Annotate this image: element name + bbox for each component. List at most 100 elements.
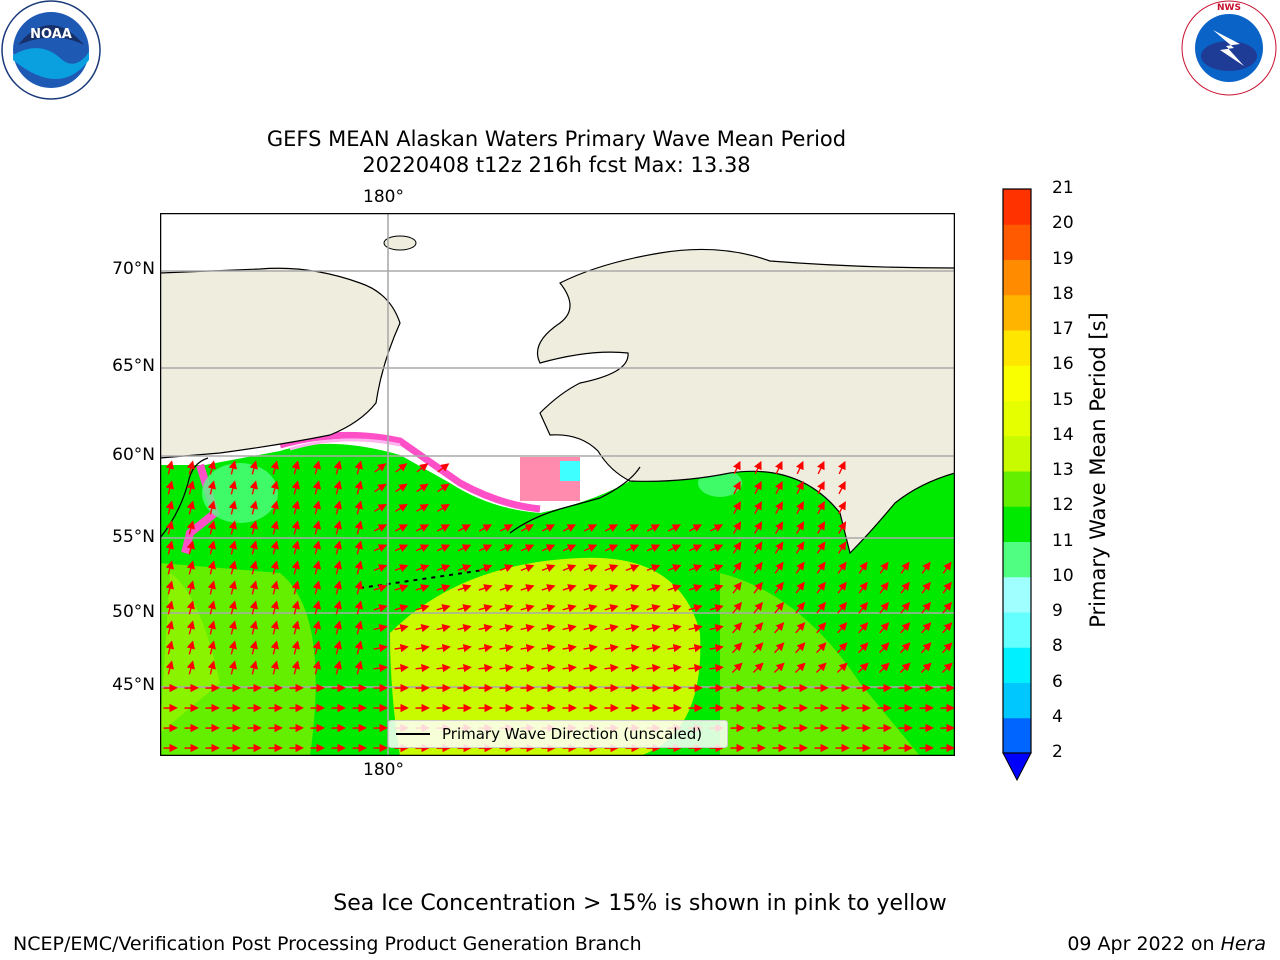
- wave-arrow: [942, 601, 953, 614]
- lat-label-45: 45°N: [112, 675, 155, 695]
- wave-arrow: [583, 643, 598, 653]
- wave-arrow: [436, 564, 451, 573]
- wave-arrow: [312, 460, 321, 475]
- wave-arrow: [625, 663, 640, 673]
- wave-arrow: [228, 660, 237, 675]
- wave-arrow: [249, 540, 258, 555]
- wave-arrow: [165, 560, 174, 575]
- wave-arrow: [394, 643, 409, 653]
- wave-arrow: [499, 604, 514, 613]
- wave-arrow: [942, 561, 952, 574]
- land-siberia: [160, 267, 401, 459]
- wave-arrow: [499, 544, 514, 553]
- wave-arrow: [667, 584, 682, 593]
- map-panel: [160, 213, 955, 756]
- wave-arrow: [270, 620, 279, 635]
- wave-arrow: [732, 581, 742, 594]
- wave-arrow: [165, 520, 174, 535]
- colorbar-tick-label: 13: [1052, 460, 1074, 480]
- wave-arrow: [816, 541, 826, 554]
- wave-arrow: [541, 564, 556, 573]
- wave-arrow: [625, 604, 640, 613]
- wave-arrow: [228, 580, 237, 595]
- colorbar-segment: [1003, 471, 1031, 507]
- wave-arrow: [354, 560, 363, 575]
- wave-arrow: [816, 561, 826, 574]
- wave-arrow: [837, 460, 846, 475]
- wave-arrow: [436, 604, 451, 613]
- colorbar-segment: [1003, 647, 1031, 683]
- wave-arrow: [312, 480, 321, 495]
- wave-arrow: [646, 564, 661, 573]
- wave-arrow: [228, 560, 237, 575]
- wave-arrow: [373, 663, 388, 673]
- colorbar-segment: [1003, 330, 1031, 366]
- wave-arrow: [373, 524, 387, 532]
- wave-arrow: [796, 480, 804, 495]
- wave-arrow: [333, 480, 342, 495]
- wave-arrow: [312, 520, 321, 535]
- wave-arrow: [942, 642, 953, 654]
- wave-arrow: [754, 480, 762, 495]
- wave-arrow: [416, 483, 429, 493]
- wave-arrow: [373, 643, 388, 653]
- alaska-peninsula: [509, 466, 641, 534]
- wave-arrow: [541, 624, 556, 633]
- wave-arrow: [270, 540, 279, 555]
- wave-arrow: [732, 460, 741, 475]
- wave-arrow: [186, 520, 195, 535]
- wave-arrow: [186, 660, 195, 675]
- wave-arrow: [709, 584, 724, 593]
- wave-arrow: [354, 520, 363, 535]
- wave-arrow: [249, 520, 258, 535]
- colorbar-tick-label: 2: [1052, 742, 1063, 762]
- wave-arrow: [667, 524, 681, 532]
- wave-arrow: [291, 660, 300, 675]
- wave-arrow: [562, 544, 577, 553]
- wave-arrow: [354, 500, 363, 515]
- colorbar-tick-label: 11: [1052, 530, 1074, 551]
- wave-arrow: [207, 580, 216, 595]
- colorbar-segment: [1003, 541, 1031, 578]
- wave-arrow: [625, 643, 640, 653]
- wave-arrow: [688, 643, 703, 653]
- wave-arrow: [291, 500, 300, 515]
- wave-arrow: [499, 643, 514, 653]
- wave-arrow: [457, 564, 472, 573]
- wave-arrow: [291, 620, 300, 635]
- colorbar-segment: [1003, 224, 1031, 260]
- wave-arrow: [836, 662, 848, 674]
- wave-arrow: [186, 540, 195, 555]
- wave-arrow: [774, 642, 785, 654]
- wave-arrow: [478, 524, 492, 532]
- wave-arrow: [837, 601, 848, 614]
- wave-arrow: [395, 463, 408, 473]
- wave-arrow: [291, 460, 300, 475]
- wave-arrow: [541, 643, 556, 653]
- wave-arrow: [754, 521, 763, 534]
- wave-arrow: [333, 640, 342, 655]
- wave-arrow: [709, 564, 724, 573]
- wave-arrow: [583, 663, 598, 673]
- wave-arrow: [333, 520, 342, 535]
- colorbar-segment: [1003, 294, 1031, 331]
- wave-arrow: [625, 544, 640, 553]
- wave-arrow: [415, 604, 430, 613]
- wave-arrow: [457, 624, 472, 633]
- wave-arrow: [395, 483, 408, 493]
- wave-arrow: [625, 524, 639, 532]
- wave-arrow: [753, 581, 763, 594]
- wave-arrow: [753, 622, 764, 634]
- wave-arrow: [752, 662, 764, 674]
- lat-label-50: 50°N: [112, 602, 155, 622]
- wave-arrow: [625, 624, 640, 633]
- colorbar-tick-label: 16: [1052, 354, 1074, 375]
- wave-arrow: [165, 540, 174, 555]
- wave-arrow: [837, 622, 848, 634]
- wave-arrow: [754, 501, 762, 515]
- wave-arrow: [816, 460, 825, 475]
- wave-arrow: [228, 600, 237, 615]
- wave-arrow: [774, 561, 784, 574]
- wave-arrow: [291, 520, 300, 535]
- wave-arrow: [942, 622, 953, 634]
